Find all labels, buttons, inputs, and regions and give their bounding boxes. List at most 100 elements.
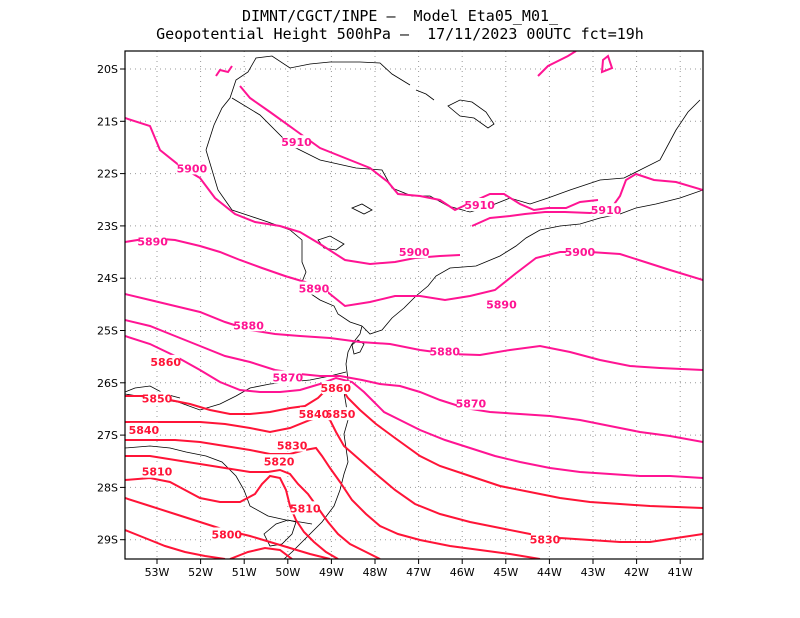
contour-5800-b bbox=[229, 546, 293, 559]
lon-label: 43W bbox=[581, 566, 606, 579]
contour-5910-c bbox=[537, 51, 577, 77]
contour-label: 5910 bbox=[281, 136, 312, 149]
contour-label-bg bbox=[400, 245, 429, 259]
lon-label: 50W bbox=[275, 566, 300, 579]
contour-label-bg bbox=[151, 354, 180, 368]
contour-5910-d bbox=[600, 54, 614, 74]
contour-label-bg bbox=[326, 407, 355, 421]
contour-label-bg bbox=[282, 135, 311, 149]
contour-label-bg bbox=[487, 297, 516, 311]
contour-label: 5840 bbox=[129, 424, 160, 437]
contour-label-bg bbox=[299, 281, 328, 295]
contour-5910-e bbox=[215, 65, 233, 77]
reservoir-1 bbox=[447, 99, 495, 129]
state-border-south-2 bbox=[125, 445, 313, 525]
contour-label-bg bbox=[278, 438, 307, 452]
contour-label-bg bbox=[143, 391, 171, 405]
contour-label: 5860 bbox=[150, 356, 181, 369]
lat-label: 26S bbox=[97, 377, 118, 390]
contour-label-bg bbox=[321, 381, 350, 395]
axes: 53W 52W 51W 50W 49W 48W 47W 46W 45W 44W 43W 42W 41W 2… bbox=[97, 63, 693, 579]
coastline bbox=[361, 189, 703, 335]
state-border-central bbox=[231, 97, 701, 213]
lon-label: 41W bbox=[668, 566, 693, 579]
contour-label: 5900 bbox=[177, 162, 208, 175]
contour-label-bg bbox=[592, 203, 621, 217]
contour-5880 bbox=[125, 319, 703, 443]
reservoir-4 bbox=[415, 89, 435, 101]
lon-label: 51W bbox=[232, 566, 257, 579]
contour-label-bg bbox=[138, 234, 167, 248]
lon-label: 45W bbox=[493, 566, 518, 579]
height-contours bbox=[125, 51, 703, 559]
contour-label-bg bbox=[273, 370, 302, 384]
title-line-1: DIMNT/CGCT/INPE – Model Eta05_M01_ bbox=[241, 7, 559, 25]
contour-label-bg bbox=[129, 422, 158, 436]
contour-label: 5830 bbox=[277, 440, 308, 453]
lat-label: 21S bbox=[97, 115, 118, 128]
contour-label: 5810 bbox=[290, 502, 321, 515]
lon-label: 44W bbox=[537, 566, 562, 579]
contour-label: 5910 bbox=[464, 199, 495, 212]
state-border-north bbox=[205, 55, 411, 151]
contour-label: 5860 bbox=[320, 382, 351, 395]
contour-label: 5870 bbox=[272, 372, 303, 385]
contour-label-bg bbox=[565, 245, 594, 259]
contour-labels: 5910 5910 5910 5900 5900 5900 5890 5890 5890 5880… bbox=[129, 135, 622, 547]
contour-label-bg bbox=[265, 454, 294, 468]
contour-label: 5840 bbox=[299, 408, 330, 421]
contour-label: 5880 bbox=[429, 345, 460, 358]
coastline-borders bbox=[125, 55, 703, 559]
contour-label: 5810 bbox=[142, 466, 173, 479]
map-frame bbox=[124, 50, 704, 560]
contour-5800 bbox=[125, 529, 226, 559]
lon-label: 47W bbox=[406, 566, 431, 579]
contour-5820 bbox=[125, 474, 339, 559]
state-border-west bbox=[205, 149, 363, 327]
lon-label: 53W bbox=[145, 566, 170, 579]
contour-label: 5800 bbox=[211, 528, 242, 541]
contour-label-bg bbox=[143, 464, 171, 478]
lat-label: 27S bbox=[97, 429, 118, 442]
contour-label-bg bbox=[531, 532, 560, 546]
contour-label-bg bbox=[456, 396, 485, 410]
lat-label: 28S bbox=[97, 481, 118, 494]
reservoir-2 bbox=[351, 203, 373, 215]
contour-label: 5870 bbox=[456, 398, 487, 411]
lon-label: 42W bbox=[624, 566, 649, 579]
lat-label: 22S bbox=[97, 168, 118, 181]
contour-5860 bbox=[125, 385, 703, 509]
contour-5850 bbox=[125, 414, 703, 543]
contour-label-bg bbox=[212, 527, 241, 541]
contour-label: 5830 bbox=[530, 534, 561, 547]
lon-label: 46W bbox=[450, 566, 475, 579]
lat-lon-grid bbox=[125, 51, 703, 559]
lagoon bbox=[263, 519, 297, 547]
lon-label: 48W bbox=[363, 566, 388, 579]
contour-5890 bbox=[125, 293, 703, 371]
reservoir-3 bbox=[317, 235, 345, 251]
contour-label-bg bbox=[299, 407, 328, 421]
lon-label: 49W bbox=[319, 566, 344, 579]
contour-label: 5900 bbox=[565, 246, 596, 259]
lat-label: 25S bbox=[97, 325, 118, 338]
contour-label: 5890 bbox=[137, 236, 168, 249]
lat-label: 29S bbox=[97, 534, 118, 547]
contour-label: 5850 bbox=[142, 392, 173, 405]
contour-label-bg bbox=[465, 197, 494, 211]
contour-label: 5890 bbox=[299, 283, 330, 296]
contour-label-bg bbox=[430, 344, 459, 358]
lon-label: 52W bbox=[188, 566, 213, 579]
contour-label-bg bbox=[234, 318, 263, 332]
contour-label: 5880 bbox=[233, 319, 264, 332]
contour-label-bg bbox=[291, 501, 320, 515]
contour-5830 bbox=[125, 455, 381, 559]
lat-label: 20S bbox=[97, 63, 118, 76]
contour-5870 bbox=[125, 335, 703, 479]
contour-5910-b bbox=[471, 172, 703, 227]
lat-label: 24S bbox=[97, 272, 118, 285]
contour-label-bg bbox=[177, 161, 206, 175]
contour-5910-north bbox=[125, 117, 461, 266]
lat-label: 23S bbox=[97, 220, 118, 233]
